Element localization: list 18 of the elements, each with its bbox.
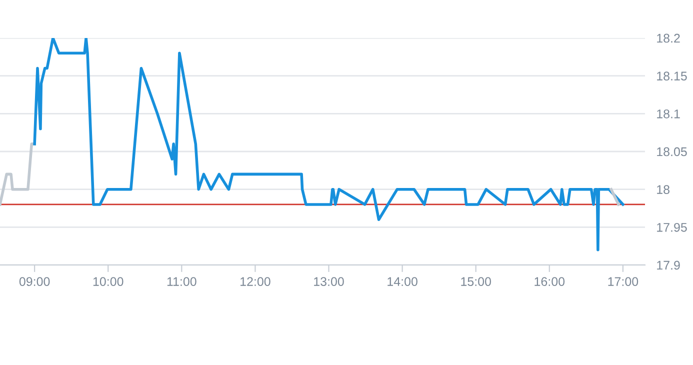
x-tick-label: 13:00 — [314, 277, 344, 286]
x-tick-label: 11:00 — [167, 277, 196, 286]
y-tick-label: 18.1 — [657, 109, 680, 118]
x-tick-label: 15:00 — [461, 277, 491, 286]
x-tick-label: 09:00 — [19, 277, 50, 286]
x-tick-label: 17:00 — [608, 277, 638, 286]
y-tick-label: 17.9 — [657, 260, 680, 270]
y-tick-label: 18.15 — [657, 72, 687, 80]
line-series — [33, 38, 624, 252]
x-tick-label: 16:00 — [534, 277, 565, 286]
y-tick-label: 18.2 — [657, 34, 680, 43]
x-tick-label: 10:00 — [93, 277, 124, 286]
y-tick-label: 17.95 — [657, 222, 687, 232]
line-series — [0, 142, 36, 206]
x-tick-label: 14:00 — [388, 277, 418, 286]
x-tick-label: 12:00 — [240, 277, 270, 286]
y-tick-label: 18 — [657, 185, 670, 194]
y-tick-label: 18.05 — [657, 147, 687, 156]
